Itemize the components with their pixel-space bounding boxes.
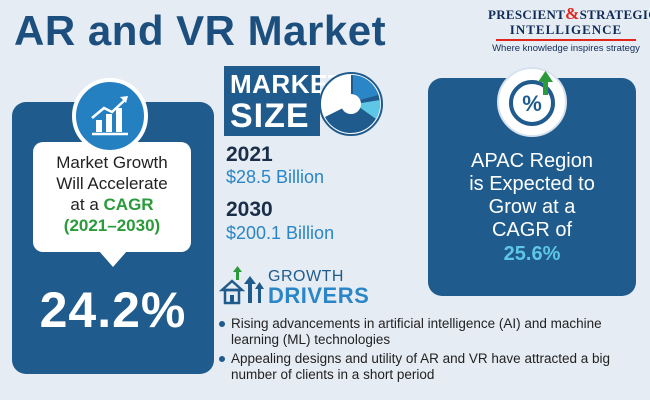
logo-line2: INTELLIGENCE: [509, 22, 623, 37]
logo-ampersand: &: [565, 4, 580, 23]
speech-bubble-tail: [99, 251, 127, 267]
driver-text: Rising advancements in artificial intell…: [231, 316, 602, 347]
logo-tagline: Where knowledge inspires strategy: [492, 43, 640, 54]
driver-text: Appealing designs and utility of AR and …: [231, 351, 610, 382]
company-logo: PRESCIENT&STRATEGIC INTELLIGENCE Where k…: [488, 4, 650, 68]
growth-drivers-list: Rising advancements in artificial intell…: [218, 316, 638, 386]
growth-cagr-label: CAGR: [103, 195, 154, 214]
apac-line2: is Expected to: [469, 173, 595, 195]
growth-text-line2: Will Accelerate: [56, 174, 168, 193]
svg-text:%: %: [522, 91, 542, 116]
market-size-year-2030: 2030: [226, 198, 273, 221]
growth-text-line3-prefix: at a: [70, 195, 104, 214]
apac-line1: APAC Region: [471, 150, 593, 172]
logo-divider: [496, 39, 636, 41]
growth-speech-bubble: Market Growth Will Accelerate at a CAGR …: [33, 142, 191, 252]
bar-chart-growth-icon: [72, 78, 148, 154]
market-size-label-bottom: SIZE: [230, 97, 310, 135]
bullet-icon: [219, 321, 225, 327]
percent-up-arrow-icon: %: [497, 67, 567, 137]
growth-years: (2021–2030): [63, 216, 161, 235]
pie-chart-icon: [318, 71, 384, 137]
houses-arrows-icon: [218, 266, 268, 306]
market-size-value-2021: $28.5 Billion: [226, 167, 325, 187]
list-item: Rising advancements in artificial intell…: [218, 316, 638, 348]
apac-line3: Grow at a: [488, 196, 576, 218]
apac-cagr-value: 25.6%: [503, 243, 561, 265]
logo-word-strategic: STRATEGIC: [579, 7, 650, 22]
list-item: Appealing designs and utility of AR and …: [218, 351, 638, 383]
page-title: AR and VR Market: [14, 7, 387, 54]
logo-word-prescient: PRESCIENT: [488, 7, 566, 22]
growth-text-line1: Market Growth: [56, 153, 168, 172]
market-size-value-2030: $200.1 Billion: [226, 223, 335, 243]
logo-line1: PRESCIENT&STRATEGIC: [488, 4, 650, 23]
apac-description: APAC Region is Expected to Grow at a CAG…: [428, 150, 636, 242]
growth-drivers-label-bottom: DRIVERS: [268, 283, 370, 308]
market-size-year-2021: 2021: [226, 143, 273, 166]
growth-cagr-value: 24.2%: [39, 282, 187, 338]
market-size-label-box: [224, 66, 320, 136]
growth-drivers-label-top: GROWTH: [268, 268, 344, 285]
bullet-icon: [219, 356, 225, 362]
apac-line4: CAGR of: [491, 219, 573, 241]
